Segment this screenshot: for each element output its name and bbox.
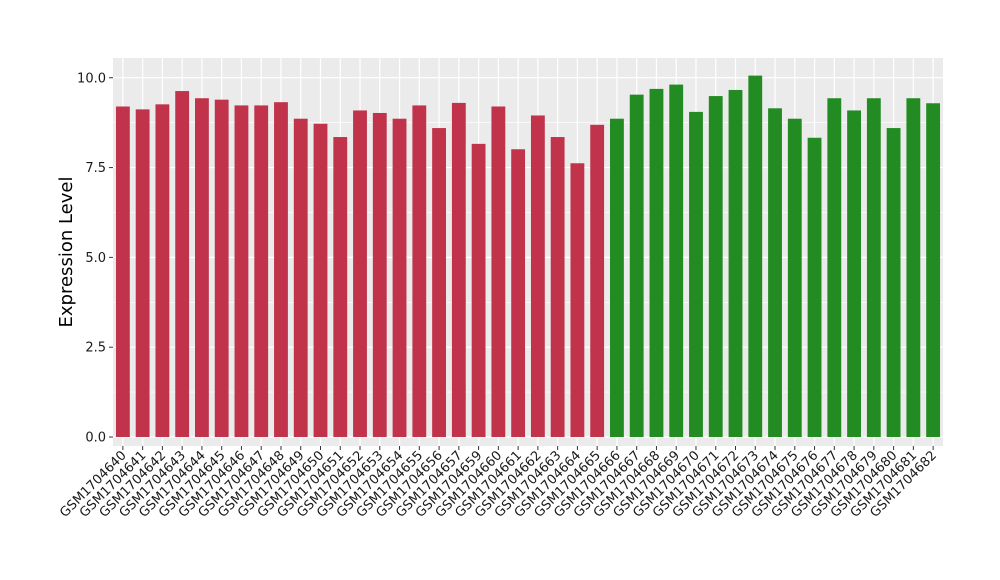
bar-GSM1704675 [788,119,802,437]
bar-GSM1704662 [531,115,545,437]
bar-GSM1704646 [235,105,249,437]
bar-GSM1704660 [491,107,505,438]
bar-GSM1704667 [630,95,644,437]
x-axis: GSM1704640GSM1704641GSM1704642GSM1704643… [57,446,940,521]
bar-GSM1704679 [867,98,881,437]
bar-GSM1704682 [926,103,940,437]
bar-GSM1704645 [215,100,229,437]
bar-GSM1704678 [847,110,861,437]
bar-GSM1704655 [412,105,426,437]
y-axis-title: Expression Level [56,177,77,328]
y-tick-label: 10.0 [77,71,106,86]
bar-GSM1704661 [511,149,525,437]
bar-GSM1704676 [808,138,822,437]
bar-GSM1704652 [353,110,367,437]
bar-GSM1704677 [827,98,841,437]
bar-GSM1704647 [254,105,268,437]
bar-GSM1704666 [610,119,624,437]
bar-GSM1704653 [373,113,387,437]
bar-GSM1704649 [294,119,308,437]
bar-GSM1704643 [175,91,189,437]
bar-GSM1704656 [432,128,446,437]
y-tick-label: 5.0 [85,251,106,266]
y-tick-label: 2.5 [85,341,106,356]
bar-GSM1704663 [551,137,565,437]
bar-GSM1704650 [314,124,328,437]
bar-GSM1704672 [729,90,743,437]
bar-GSM1704644 [195,98,209,437]
bar-GSM1704651 [333,137,347,437]
bar-GSM1704670 [689,112,703,437]
bar-GSM1704657 [452,103,466,437]
bar-GSM1704673 [748,76,762,437]
bar-GSM1704665 [590,125,604,437]
y-tick-label: 0.0 [85,431,106,446]
bar-GSM1704668 [650,89,664,437]
bar-GSM1704641 [136,109,150,437]
bar-GSM1704640 [116,107,130,438]
bar-GSM1704654 [393,119,407,437]
bar-GSM1704642 [155,104,169,437]
bar-GSM1704669 [669,85,683,437]
bar-GSM1704648 [274,102,288,437]
bar-GSM1704659 [472,144,486,437]
bar-GSM1704671 [709,96,723,437]
bar-GSM1704680 [887,128,901,437]
y-tick-label: 7.5 [85,161,106,176]
y-axis: 0.0 2.5 5.0 7.5 10.0 [77,71,113,445]
bar-GSM1704681 [906,98,920,437]
bar-GSM1704664 [570,163,584,437]
bar-GSM1704674 [768,108,782,437]
